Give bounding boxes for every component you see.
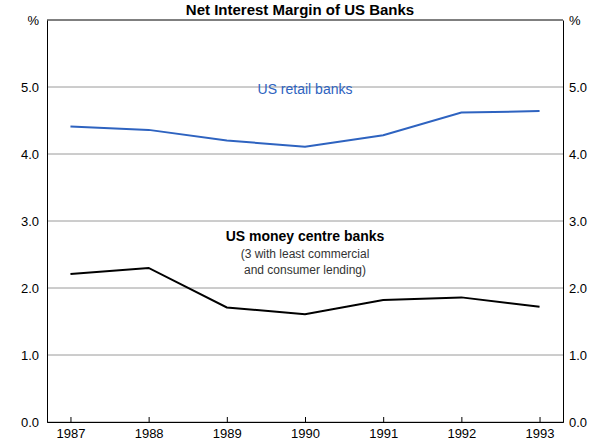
tick-mark [70, 417, 71, 422]
tick-label: 1989 [213, 426, 242, 441]
annotation: (3 with least commercial [241, 247, 370, 261]
y-axis-right: 0.0 1.0 2.0 3.0 4.0 5.0 [563, 21, 587, 430]
tick-label: 1993 [526, 426, 555, 441]
tick-label: 1987 [56, 426, 85, 441]
tick: 2.0 [563, 281, 587, 296]
grid-line [47, 221, 563, 222]
tick-label: 2.0 [569, 281, 587, 296]
grid-line [47, 355, 563, 356]
tick: 0.0 [563, 415, 587, 430]
tick: 1992 [447, 417, 476, 441]
series-label: US retail banks [258, 81, 353, 97]
tick-label: 0.0 [21, 415, 39, 430]
chart: Net Interest Margin of US Banks 0.0 1.0 2.0… [0, 0, 600, 443]
tick-mark [461, 417, 462, 422]
tick-label: 5.0 [21, 80, 39, 95]
tick: 4.0 [563, 147, 587, 162]
tick: 3.0 [21, 214, 47, 229]
tick: 5.0 [563, 80, 587, 95]
tick: 1991 [369, 417, 398, 441]
tick: 1987 [56, 417, 85, 441]
tick-label: 2.0 [21, 281, 39, 296]
tick-label: 1.0 [569, 348, 587, 363]
tick-mark [227, 417, 228, 422]
y-unit: % [27, 13, 39, 28]
tick-mark [149, 417, 150, 422]
tick-label: 1988 [135, 426, 164, 441]
tick-mark [540, 417, 541, 422]
y-axis: 0.0 1.0 2.0 3.0 4.0 5.0 [21, 21, 48, 430]
series-line [70, 111, 539, 147]
y-unit-right: % [569, 13, 581, 28]
series-label: US money centre banks [226, 228, 385, 244]
axis-line [48, 417, 564, 423]
tick: 1990 [291, 417, 320, 441]
tick-label: 1990 [291, 426, 320, 441]
lines [70, 111, 539, 314]
tick-label: 4.0 [569, 147, 587, 162]
tick: 2.0 [21, 281, 47, 296]
tick-label: 5.0 [569, 80, 587, 95]
tick: 4.0 [21, 147, 47, 162]
tick: 3.0 [563, 214, 587, 229]
tick: 1989 [213, 417, 242, 441]
x-axis: 1987 1988 1989 1990 1991 1992 1993 [48, 417, 564, 441]
tick-label: 1992 [447, 426, 476, 441]
axis-line [47, 21, 48, 423]
grid-line [47, 154, 563, 155]
title: Net Interest Margin of US Banks [186, 1, 414, 18]
tick-label: 0.0 [569, 415, 587, 430]
tick-mark [383, 417, 384, 422]
tick-label: 4.0 [21, 147, 39, 162]
tick: 1.0 [563, 348, 587, 363]
tick-label: 3.0 [569, 214, 587, 229]
frame-top [47, 20, 563, 21]
annotation: and consumer lending) [244, 263, 366, 277]
tick-mark [305, 417, 306, 422]
tick: 0.0 [21, 415, 47, 430]
tick: 1988 [135, 417, 164, 441]
grid-line [47, 288, 563, 289]
tick-label: 1991 [369, 426, 398, 441]
grid [47, 87, 563, 422]
tick: 1993 [526, 417, 555, 441]
tick-label: 1.0 [21, 348, 39, 363]
tick: 5.0 [21, 80, 47, 95]
tick: 1.0 [21, 348, 47, 363]
axis-line [563, 21, 564, 423]
tick-label: 3.0 [21, 214, 39, 229]
